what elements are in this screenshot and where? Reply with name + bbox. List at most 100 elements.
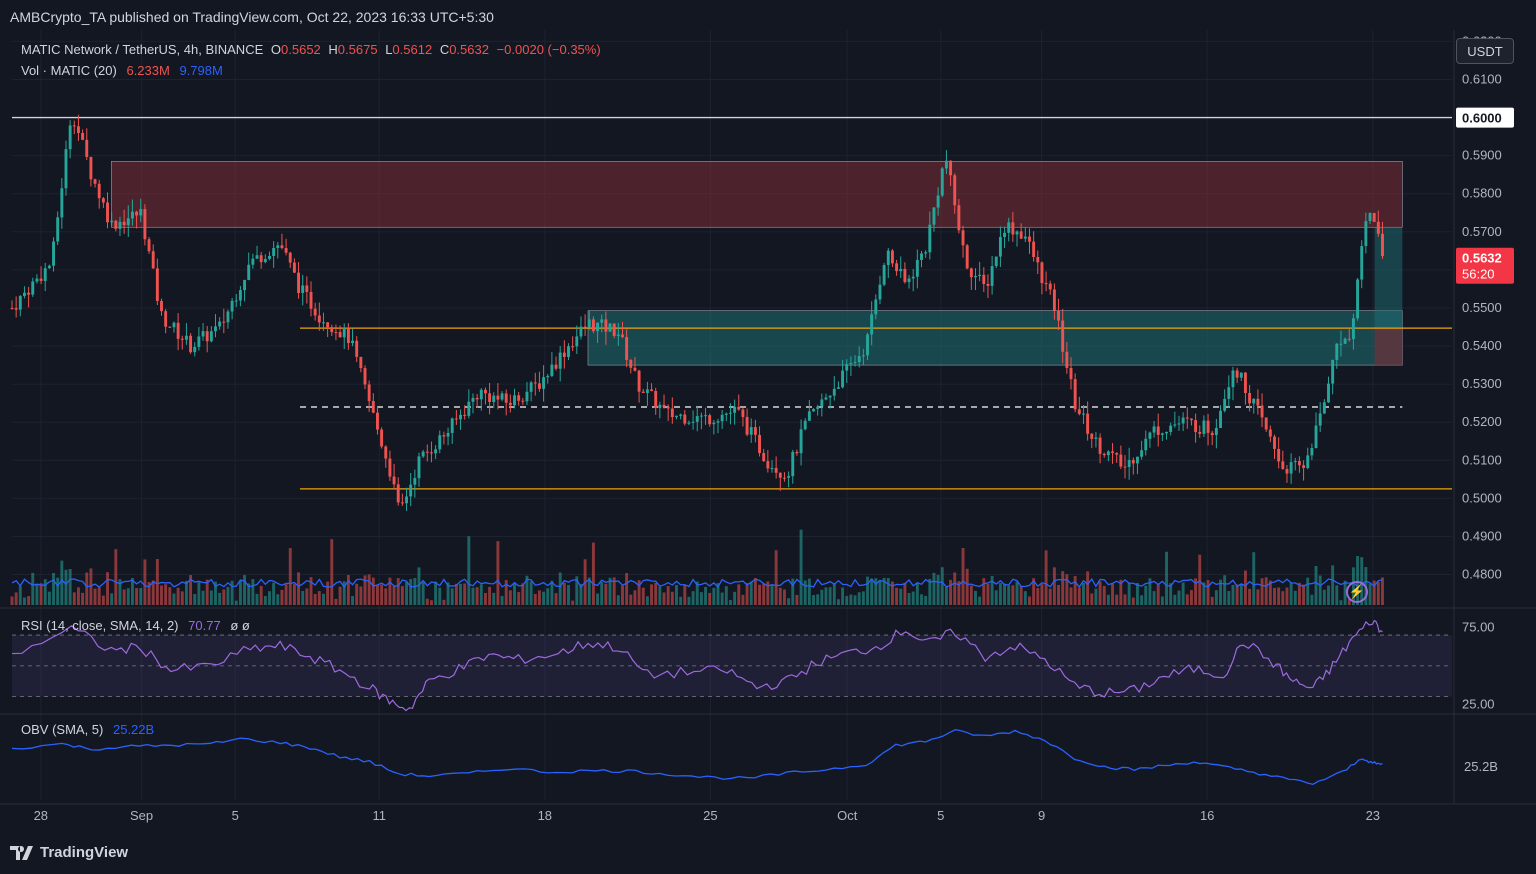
volume-bar xyxy=(1381,577,1384,605)
volume-bar xyxy=(1136,582,1139,605)
candle-body xyxy=(454,418,458,420)
volume-bar xyxy=(85,572,89,605)
candle-body xyxy=(467,401,471,416)
volume-bar xyxy=(1206,580,1210,605)
candle-body xyxy=(93,179,97,184)
volume-bar xyxy=(139,588,143,605)
volume-bar xyxy=(899,588,903,605)
volume-bar xyxy=(1032,578,1036,605)
candle-body xyxy=(1227,387,1231,399)
time-tick-label: 23 xyxy=(1366,808,1380,823)
candle-body xyxy=(1057,310,1061,321)
volume-bar xyxy=(932,572,936,605)
volume-bar xyxy=(1306,577,1310,605)
volume-bar xyxy=(1019,585,1023,605)
price-tick-label: 0.5000 xyxy=(1462,490,1502,505)
candle-body xyxy=(1235,370,1239,378)
volume-bar xyxy=(467,536,471,605)
candle-body xyxy=(567,346,570,357)
volume-bar xyxy=(130,577,134,605)
candle-body xyxy=(890,250,894,264)
volume-bar xyxy=(1007,585,1011,605)
candle-body xyxy=(106,202,109,223)
volume-bar xyxy=(1376,581,1380,605)
volume-bar xyxy=(716,583,720,605)
candle-body xyxy=(1268,429,1272,437)
candle-body xyxy=(297,272,301,293)
candle-body xyxy=(197,336,201,347)
volume-bar xyxy=(1264,577,1268,605)
volume-bar xyxy=(1040,584,1044,605)
lightning-icon[interactable]: ⚡ xyxy=(1346,581,1368,603)
candle-body xyxy=(836,387,840,389)
volume-bar xyxy=(778,587,782,605)
volume-bar xyxy=(969,585,973,605)
volume-bar xyxy=(322,593,325,605)
candle-body xyxy=(1273,436,1276,449)
close-value: 0.5632 xyxy=(449,42,489,57)
volume-bar xyxy=(1210,596,1214,605)
volume-bar xyxy=(591,542,595,605)
candle-body xyxy=(1202,420,1206,434)
volume-bar xyxy=(533,593,537,605)
volume-bar xyxy=(1273,587,1276,605)
candle-body xyxy=(791,451,795,477)
candle-body xyxy=(230,300,234,312)
volume-bar xyxy=(184,580,188,605)
volume-bar xyxy=(263,595,267,605)
volume-bar xyxy=(43,579,47,605)
volume-bar xyxy=(670,591,674,605)
candle-body xyxy=(1356,279,1360,319)
candle-body xyxy=(998,237,1002,257)
volume-bar xyxy=(675,585,678,605)
volume-bar xyxy=(645,596,649,605)
volume-bar xyxy=(679,596,683,605)
candle-body xyxy=(442,435,446,437)
volume-bar xyxy=(1310,594,1314,605)
volume-bar xyxy=(542,591,546,605)
volume-bar xyxy=(936,574,940,605)
volume-legend: Vol · MATIC (20) 6.233M 9.798M xyxy=(21,63,223,78)
candle-body xyxy=(587,319,591,328)
candle-body xyxy=(334,332,338,334)
change-value: −0.0020 (−0.35%) xyxy=(496,42,601,57)
volume-bar xyxy=(450,588,454,605)
volume-bar xyxy=(475,587,479,605)
price-tick-label: 0.4800 xyxy=(1462,567,1502,582)
volume-bar xyxy=(1239,584,1243,605)
candle-body xyxy=(870,314,874,335)
volume-bar xyxy=(479,584,483,605)
candle-body xyxy=(89,156,93,180)
volume-bar xyxy=(1343,580,1347,605)
volume-bar xyxy=(1173,594,1177,605)
candle-body xyxy=(1189,418,1193,421)
price-tick-label: 0.6100 xyxy=(1462,72,1502,87)
volume-bar xyxy=(280,589,284,605)
volume-bar xyxy=(691,591,695,605)
volume-bar xyxy=(1322,589,1326,605)
volume-bar xyxy=(1185,594,1189,605)
candle-body xyxy=(259,255,263,263)
volume-bar xyxy=(81,592,85,605)
volume-bar xyxy=(641,587,645,605)
candle-body xyxy=(1281,461,1285,469)
candle-body xyxy=(633,367,637,371)
volume-bar xyxy=(820,589,824,605)
candle-body xyxy=(712,422,716,425)
currency-button[interactable]: USDT xyxy=(1456,38,1514,64)
volume-bar xyxy=(1181,582,1185,605)
candle-body xyxy=(1102,453,1106,456)
volume-bar xyxy=(1169,583,1173,605)
volume-bar xyxy=(226,586,230,605)
candle-body xyxy=(355,340,359,357)
volume-bar xyxy=(351,595,354,605)
candle-body xyxy=(575,336,579,347)
volume-bar xyxy=(1372,580,1376,605)
volume-bar xyxy=(1123,594,1127,605)
candle-body xyxy=(1214,427,1218,436)
publisher-caption: AMBCrypto_TA published on TradingView.co… xyxy=(10,9,494,25)
candle-body xyxy=(1277,448,1281,462)
volume-bar xyxy=(1285,587,1289,605)
candle-body xyxy=(122,221,126,226)
